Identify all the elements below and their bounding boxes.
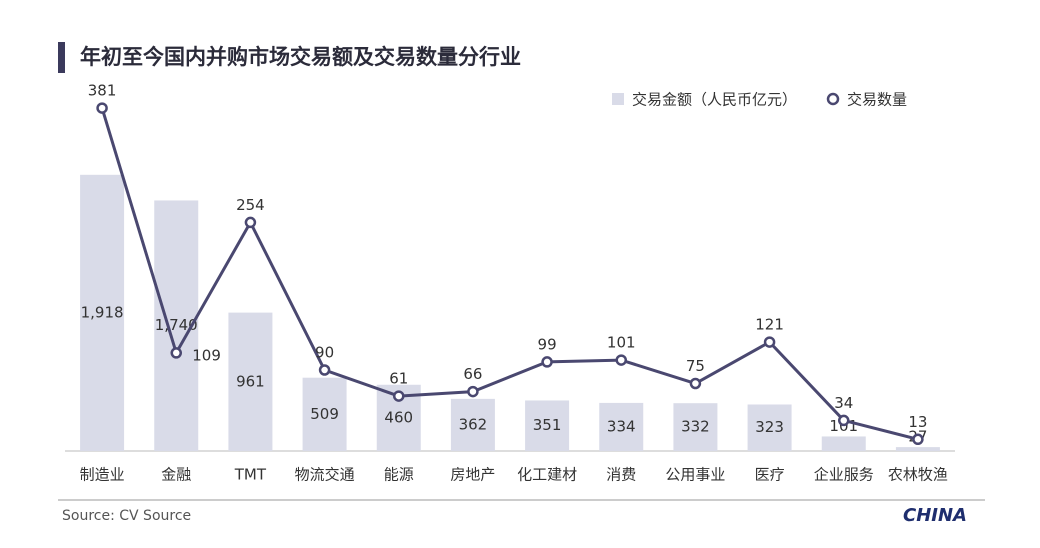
title-accent [58, 42, 65, 73]
line-value-label: 101 [607, 334, 636, 352]
x-tick-label: 消费 [606, 466, 636, 484]
x-tick-label: TMT [234, 466, 267, 484]
line-value-label: 99 [538, 335, 557, 353]
legend-label: 交易数量 [847, 91, 907, 109]
x-tick-label: 农林牧渔 [888, 466, 948, 484]
line-value-label: 381 [88, 82, 117, 100]
line-point [541, 356, 553, 368]
x-tick-label: 房地产 [450, 466, 495, 484]
line-value-label: 90 [315, 344, 334, 362]
line-point [170, 347, 182, 359]
line-value-label: 109 [192, 346, 221, 364]
logo: CHINA [903, 505, 967, 526]
line-value-label: 61 [389, 370, 408, 388]
bar-value-label: 509 [310, 405, 339, 423]
bar [80, 174, 125, 452]
x-tick-label: 物流交通 [295, 466, 355, 484]
bar-value-label: 362 [459, 415, 488, 433]
legend-swatch [612, 93, 624, 105]
line-point [838, 414, 850, 427]
line-point [615, 354, 627, 366]
line-value-label: 254 [236, 196, 265, 214]
line-point [244, 216, 257, 229]
line-value-label: 34 [834, 394, 853, 412]
bar [302, 377, 347, 451]
chart-title: 年初至今国内并购市场交易额及交易数量分行业 [80, 45, 521, 69]
line-point [689, 377, 702, 390]
line-value-label: 13 [908, 413, 927, 431]
bar [599, 402, 644, 451]
line-point [912, 433, 924, 446]
bar-value-label: 334 [607, 417, 636, 435]
line-point [96, 102, 108, 114]
x-tick-label: 能源 [384, 466, 414, 484]
bar-value-label: 961 [236, 372, 265, 390]
line-point [318, 364, 331, 376]
line-value-label: 75 [686, 357, 705, 375]
bar [525, 400, 570, 451]
line-point [393, 390, 405, 402]
bar [450, 398, 495, 451]
line-value-label: 66 [463, 365, 482, 383]
line-point [763, 336, 776, 348]
x-tick-label: 金融 [161, 466, 191, 484]
bar-value-label: 323 [755, 418, 784, 436]
bar [747, 404, 792, 451]
x-tick-label: 企业服务 [814, 466, 874, 484]
line-value-label: 121 [755, 316, 784, 334]
bar [228, 312, 273, 451]
legend-label: 交易金额（人民币亿元） [632, 91, 797, 109]
bar-value-label: 351 [533, 416, 562, 434]
line [100, 107, 919, 441]
bar-value-label: 1,918 [81, 303, 124, 321]
x-tick-label: 医疗 [755, 466, 785, 484]
bar [895, 447, 940, 451]
x-tick-label: 制造业 [80, 466, 125, 484]
bar-value-label: 460 [384, 408, 413, 426]
legend-swatch [826, 92, 840, 106]
source: Source: CV Source [62, 508, 191, 524]
line-point [467, 385, 479, 398]
x-tick-label: 化工建材 [517, 466, 577, 484]
bar [821, 436, 866, 451]
bar [673, 403, 718, 451]
bar-value-label: 332 [681, 418, 710, 436]
x-tick-label: 公用事业 [665, 466, 725, 484]
